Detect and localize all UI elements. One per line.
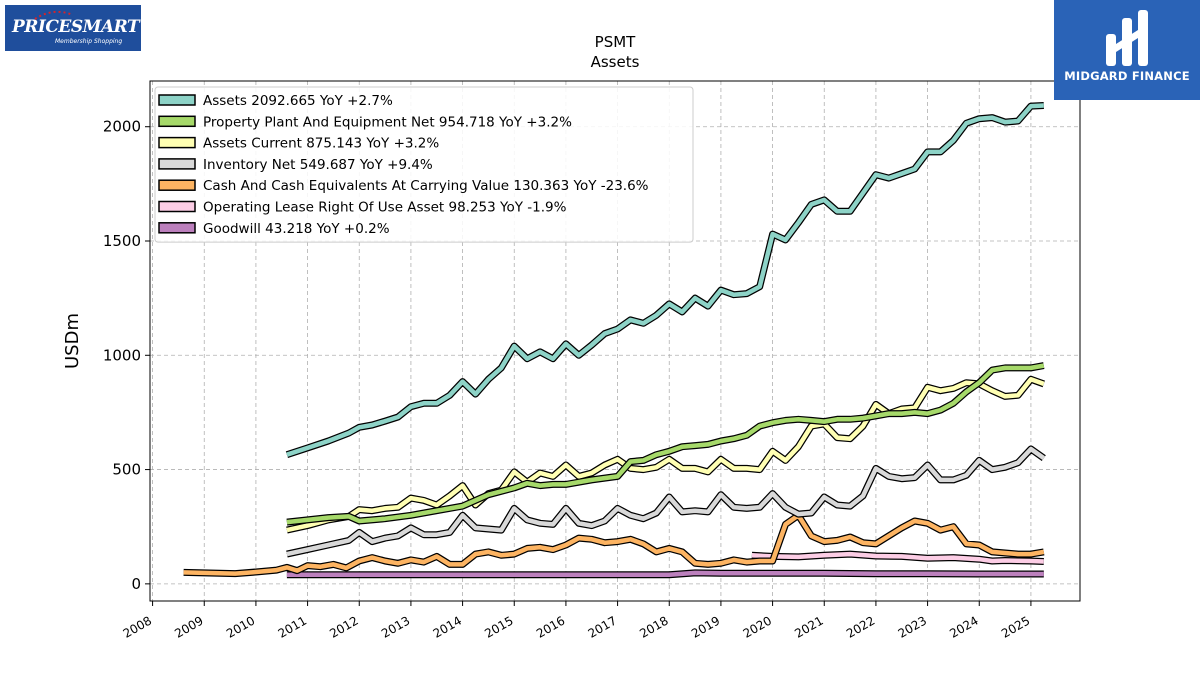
- legend-label: Goodwill 43.218 YoY +0.2%: [203, 221, 390, 237]
- x-tick-label: 2020: [741, 613, 774, 640]
- x-tick-label: 2016: [534, 613, 567, 640]
- x-tick-label: 2023: [896, 613, 929, 640]
- legend-label: Inventory Net 549.687 YoY +9.4%: [203, 157, 433, 173]
- chart-title: PSMT: [595, 33, 637, 51]
- y-tick-label: 1000: [103, 346, 141, 364]
- series-line-cash: [183, 513, 1045, 576]
- x-tick-label: 2017: [586, 613, 619, 640]
- series-line-goodwill: [286, 570, 1044, 577]
- midgard-mark-icon: [1106, 10, 1148, 66]
- legend-swatch: [158, 222, 196, 234]
- y-axis-label: USDm: [62, 313, 83, 369]
- x-tick-label: 2009: [172, 613, 205, 640]
- x-tick-label: 2014: [431, 613, 464, 640]
- y-tick-label: 0: [131, 575, 141, 593]
- series-line-inventory: [286, 446, 1046, 557]
- x-tick-label: 2025: [999, 613, 1032, 640]
- pricesmart-logo-text: PRICESMART: [12, 17, 140, 37]
- x-tick-label: 2011: [276, 613, 309, 640]
- chart-subtitle: Assets: [591, 53, 640, 71]
- legend-label: Assets Current 875.143 YoY +3.2%: [203, 136, 439, 152]
- pricesmart-tagline: Membership Shopping: [55, 38, 123, 45]
- legend-label: Operating Lease Right Of Use Asset 98.25…: [203, 200, 567, 216]
- x-tick-label: 2010: [224, 613, 257, 640]
- legend-swatch: [158, 158, 196, 170]
- y-tick-label: 2000: [103, 118, 141, 136]
- legend-swatch: [158, 200, 196, 213]
- x-tick-label: 2012: [327, 613, 360, 640]
- legend-label: Assets 2092.665 YoY +2.7%: [203, 93, 393, 109]
- x-tick-label: 2015: [482, 613, 515, 640]
- series-line-lease: [751, 551, 1044, 564]
- x-tick-label: 2019: [689, 613, 722, 640]
- x-tick-label: 2013: [379, 613, 412, 640]
- legend: Assets 2092.665 YoY +2.7% Property Plant …: [154, 86, 694, 243]
- legend-box: [154, 86, 694, 243]
- series-line-assets: [286, 103, 1044, 457]
- series-line-assets_current: [286, 377, 1045, 533]
- legend-swatch: [158, 179, 196, 191]
- series-line-ppe: [286, 363, 1045, 525]
- x-tick-label: 2008: [121, 613, 154, 640]
- x-tick-label: 2018: [637, 613, 670, 640]
- legend-swatch: [158, 136, 196, 149]
- x-tick-label: 2022: [844, 613, 877, 640]
- plot-frame: [149, 80, 1081, 602]
- y-tick-label: 500: [112, 461, 141, 479]
- legend-label: Cash And Cash Equivalents At Carrying Va…: [203, 178, 649, 194]
- midgard-finance-name: MIDGARD FINANCE: [1064, 69, 1190, 83]
- legend-swatch: [158, 94, 196, 106]
- pricesmart-logo: PRICESMART Membership Shopping: [5, 5, 141, 51]
- x-tick-label: 2024: [947, 613, 980, 640]
- midgard-finance-logo: MIDGARD FINANCE: [1054, 0, 1200, 100]
- x-tick-label: 2021: [792, 613, 825, 640]
- legend-swatch: [158, 115, 196, 128]
- logo-stars-icon: [34, 10, 74, 20]
- series-lines: [183, 102, 1046, 579]
- y-tick-label: 1500: [103, 232, 141, 250]
- legend-label: Property Plant And Equipment Net 954.718…: [203, 114, 572, 130]
